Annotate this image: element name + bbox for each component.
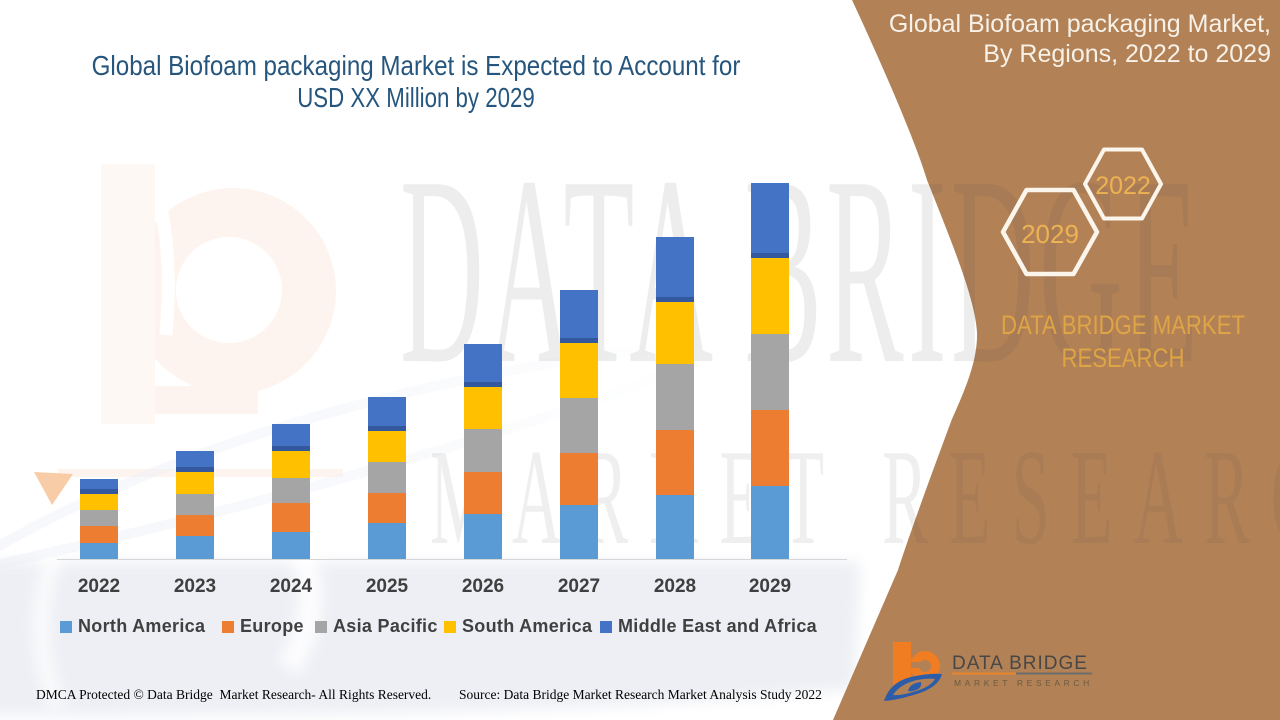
svg-text:MARKET RESEARCH: MARKET RESEARCH [954, 678, 1093, 688]
svg-text:DATA BRIDGE: DATA BRIDGE [952, 653, 1088, 674]
